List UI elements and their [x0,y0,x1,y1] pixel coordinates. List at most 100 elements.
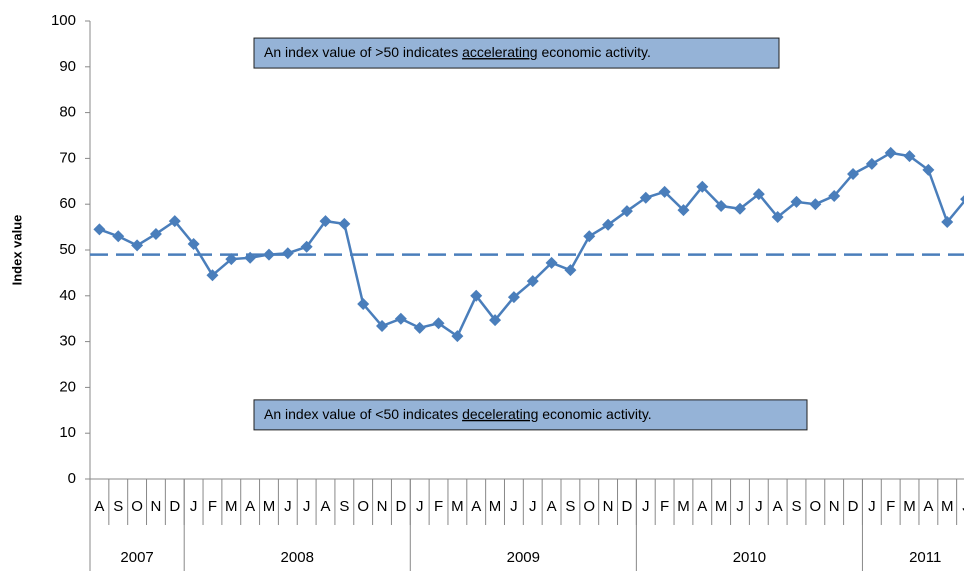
annotation-text: An index value of <50 indicates decelera… [264,406,652,422]
marker [960,195,964,204]
marker [187,238,200,251]
x-tick-label: A [547,498,557,515]
x-tick-label: M [715,498,728,515]
annotation-part: accelerating [462,44,538,60]
x-tick-label: O [583,498,595,515]
x-tick-label: A [320,498,330,515]
marker [733,202,746,215]
marker [489,314,502,327]
marker [771,211,784,224]
marker [262,248,275,261]
y-tick-label: 10 [59,424,76,441]
x-tick-label: D [622,498,633,515]
year-label: 2011 [909,549,941,566]
marker [847,167,860,180]
marker [225,253,238,266]
marker [526,275,539,288]
annotation-part: decelerating [462,406,538,422]
annotation-box [253,399,808,431]
x-tick-label: J [962,498,964,515]
x-tick-label: S [791,498,801,515]
annotation-text: An index value of >50 indicates accelera… [264,44,651,60]
x-tick-label: O [810,498,822,515]
marker [602,218,615,231]
x-tick-label: O [131,498,143,515]
y-tick-label: 100 [51,12,76,29]
marker [112,230,125,243]
y-axis-title: Index value [9,215,24,286]
x-tick-label: M [451,498,464,515]
marker [639,191,652,204]
x-tick-label: D [169,498,180,515]
year-label: 2010 [733,549,766,566]
x-tick-label: M [263,498,276,515]
marker [903,150,916,163]
x-tick-label: A [697,498,707,515]
annotation-part: economic activity. [538,406,651,422]
marker [884,146,897,159]
y-tick-label: 80 [59,104,76,121]
marker [319,215,332,228]
marker [131,239,144,252]
marker [677,204,690,217]
y-tick-label: 20 [59,378,76,395]
marker [376,320,389,333]
x-tick-label: S [339,498,349,515]
marker [244,251,257,264]
x-tick-label: A [94,498,104,515]
x-tick-label: J [868,498,876,515]
x-tick-label: F [660,498,669,515]
x-tick-label: M [489,498,502,515]
marker [507,291,520,304]
x-tick-label: J [303,498,311,515]
x-tick-label: N [151,498,162,515]
x-tick-label: M [941,498,954,515]
x-tick-label: A [773,498,783,515]
marker [300,240,313,253]
marker [941,216,954,229]
x-tick-label: F [208,498,217,515]
x-tick-label: F [886,498,895,515]
x-tick-label: M [677,498,690,515]
marker [658,185,671,198]
x-tick-label: M [225,498,238,515]
annotation-part: economic activity. [538,44,651,60]
x-tick-label: D [848,498,859,515]
x-tick-label: J [284,498,292,515]
marker [413,321,426,334]
marker [451,330,464,343]
marker [865,157,878,170]
annotation-part: An index value of >50 indicates [264,44,462,60]
y-tick-label: 60 [59,195,76,212]
x-tick-label: J [190,498,198,515]
y-tick-label: 50 [59,241,76,258]
marker [696,180,709,193]
marker [470,289,483,302]
y-tick-label: 70 [59,149,76,166]
x-tick-label: S [113,498,123,515]
year-label: 2007 [120,549,153,566]
marker [149,227,162,240]
y-tick-label: 90 [59,58,76,75]
x-tick-label: A [245,498,255,515]
x-tick-label: F [434,498,443,515]
x-tick-label: A [471,498,481,515]
year-label: 2008 [281,549,314,566]
x-tick-label: N [377,498,388,515]
x-tick-label: N [603,498,614,515]
x-tick-label: N [829,498,840,515]
x-tick-label: J [642,498,650,515]
annotation-part: An index value of <50 indicates [264,406,462,422]
marker [545,256,558,269]
year-label: 2009 [507,549,540,566]
x-tick-label: J [416,498,424,515]
marker [809,198,822,211]
marker [583,230,596,243]
x-tick-label: A [923,498,933,515]
marker [752,188,765,201]
x-tick-label: J [755,498,763,515]
marker [93,223,106,236]
marker [338,217,351,230]
marker [922,163,935,176]
